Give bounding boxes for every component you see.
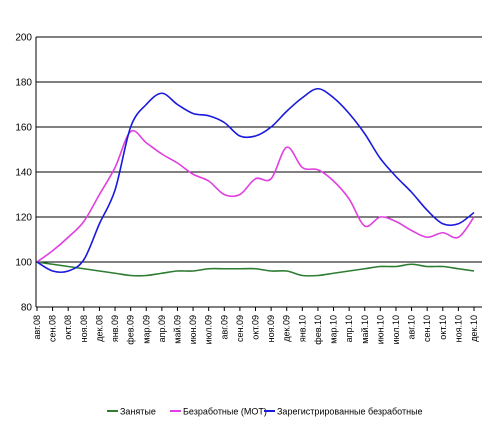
y-tick-label: 120 — [15, 213, 32, 224]
x-tick-label: ноя.09 — [266, 315, 276, 342]
x-tick-label: апр.10 — [344, 315, 354, 342]
legend-item: Безработные (МОТ) — [170, 407, 267, 417]
x-tick-label: авг.09 — [219, 315, 229, 339]
x-tick-label: мар.09 — [141, 315, 151, 344]
x-tick-label: дек.09 — [282, 315, 292, 342]
x-tick-label: дек.08 — [94, 315, 104, 342]
x-tick-label: сен.10 — [422, 315, 432, 342]
x-tick-label: май.09 — [172, 315, 182, 344]
series-lines — [36, 87, 475, 277]
legend: Занятые Безработные (МОТ) Зарегистрированн… — [107, 407, 423, 417]
x-tick-label: ноя.08 — [79, 315, 89, 342]
x-tick-label: янв.09 — [110, 315, 120, 342]
grid-lines — [36, 36, 482, 308]
x-tick-label: окт.09 — [251, 315, 261, 340]
legend-label: Безработные (МОТ) — [183, 407, 267, 417]
x-tick-label: сен.08 — [48, 315, 58, 342]
x-tick-label: ноя.10 — [453, 315, 463, 342]
x-axis: авг.08 сен.08 окт.08 ноя.08 дек.08 янв.09 фев.… — [32, 307, 479, 345]
x-tick-label: окт.08 — [63, 315, 73, 340]
x-tick-label: июл.10 — [391, 315, 401, 344]
y-tick-label: 80 — [21, 303, 33, 314]
x-tick-label: июн.10 — [375, 315, 385, 344]
x-tick-label: окт.10 — [438, 315, 448, 340]
series-line-employed — [36, 261, 475, 277]
series-line-unemployed-ilo — [36, 129, 475, 263]
legend-item: Зарегистрированные безработные — [264, 407, 423, 417]
y-tick-label: 180 — [15, 78, 32, 89]
y-tick-label: 160 — [15, 123, 32, 134]
y-axis: 80 100 120 140 160 180 200 — [15, 33, 37, 314]
x-tick-label: сен.09 — [235, 315, 245, 342]
legend-item: Занятые — [107, 407, 156, 417]
x-tick-label: май.10 — [360, 315, 370, 344]
x-tick-label: авг.10 — [407, 315, 417, 339]
y-tick-label: 140 — [15, 168, 32, 179]
x-tick-label: янв.10 — [297, 315, 307, 342]
y-tick-label: 200 — [15, 33, 32, 44]
series-line-registered-unemployed — [36, 87, 475, 274]
x-tick-label: мар.10 — [329, 315, 339, 344]
x-tick-label: июн.09 — [188, 315, 198, 344]
x-tick-label: авг.08 — [32, 315, 42, 339]
x-tick-label: фев.10 — [313, 315, 323, 345]
x-tick-label: фев.09 — [126, 315, 136, 345]
legend-label: Зарегистрированные безработные — [277, 407, 423, 417]
y-tick-label: 100 — [15, 258, 32, 269]
legend-label: Занятые — [120, 407, 156, 417]
x-tick-label: апр.09 — [157, 315, 167, 342]
x-tick-label: дек.10 — [469, 315, 479, 342]
x-tick-label: июл.09 — [204, 315, 214, 344]
